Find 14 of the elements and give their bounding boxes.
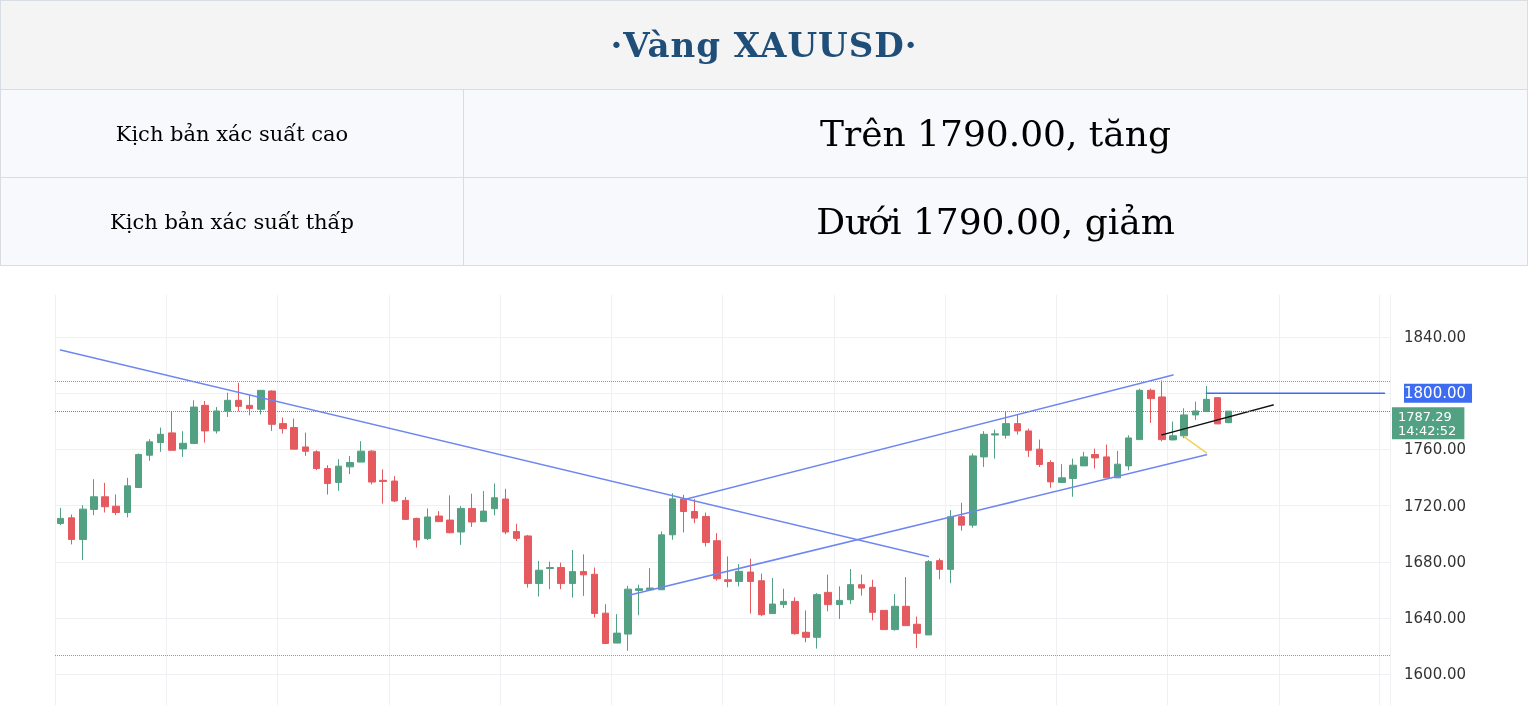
y-tick-label: 1800.00: [1404, 384, 1467, 403]
y-tick-label: 1600.00: [1404, 665, 1467, 684]
y-tick-label: 1840.00: [1404, 328, 1467, 347]
y-tick-label: 1760.00: [1404, 440, 1467, 459]
text: Dưới 1790.00, giảm: [463, 177, 1528, 266]
text: Kịch bản xác suất cao: [0, 89, 464, 178]
y-tick-label: 1720.00: [1404, 496, 1467, 515]
ref-line-label: 1787.29: [1398, 408, 1452, 424]
y-tick-label: 1680.00: [1404, 552, 1467, 571]
text: Trên 1790.00, tăng: [463, 89, 1528, 178]
text: 14:42:52: [1398, 422, 1457, 438]
chart-title: ·Vàng XAUUSD·: [0, 0, 1528, 90]
y-tick-label: 1640.00: [1404, 608, 1467, 627]
text: Kịch bản xác suất thấp: [0, 177, 464, 266]
